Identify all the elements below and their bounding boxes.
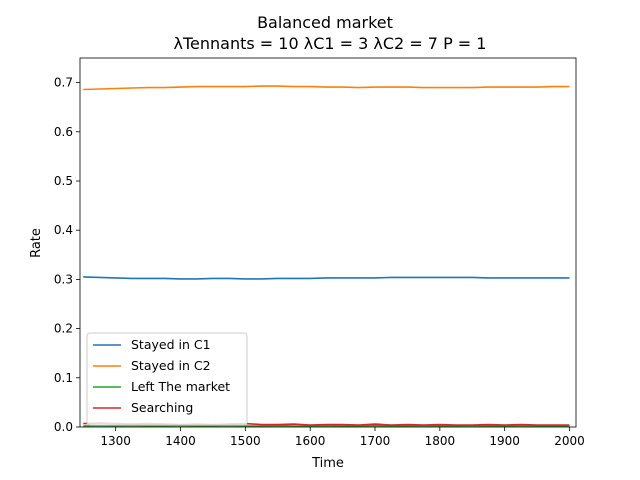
chart-subtitle: λTennants = 10 λC1 = 3 λC2 = 7 P = 1	[174, 34, 487, 53]
x-tick-label: 1500	[230, 434, 261, 448]
x-tick-label: 1700	[360, 434, 391, 448]
series-line-left-the-market	[83, 424, 570, 427]
legend-label: Left The market	[131, 379, 230, 394]
x-tick-label: 1400	[165, 434, 196, 448]
legend-label: Stayed in C1	[131, 337, 211, 352]
x-axis: 1300 1400 1500 1600 1700 1800 1900 2000	[100, 427, 585, 448]
y-tick-label: 0.4	[54, 223, 73, 237]
x-tick-label: 1900	[489, 434, 520, 448]
y-tick-label: 0.3	[54, 272, 73, 286]
y-tick-label: 0.5	[54, 174, 73, 188]
x-tick-label: 2000	[554, 434, 585, 448]
y-tick-label: 0.2	[54, 322, 73, 336]
chart-title: Balanced market	[257, 13, 393, 32]
plot-area-frame	[79, 57, 577, 428]
y-tick-label: 0.6	[54, 125, 73, 139]
series-line-stayed-in-c1	[83, 276, 570, 280]
legend-box	[86, 332, 248, 426]
y-tick-label: 0.7	[54, 76, 73, 90]
x-tick-label: 1600	[295, 434, 326, 448]
x-tick-label: 1800	[425, 434, 456, 448]
legend-label: Stayed in C2	[131, 358, 211, 373]
legend-label: Searching	[131, 400, 193, 415]
y-tick-label: 0.0	[54, 420, 73, 434]
x-tick-label: 1300	[100, 434, 131, 448]
legend: Stayed in C1 Stayed in C2 Left The market S…	[86, 332, 248, 426]
series-line-stayed-in-c2	[83, 85, 570, 91]
x-axis-label: Time	[311, 456, 344, 471]
y-tick-label: 0.1	[54, 371, 73, 385]
y-axis: 0.0 0.1 0.2 0.3 0.4 0.5 0.6 0.7	[54, 76, 80, 434]
y-axis-label: Rate	[29, 228, 44, 258]
